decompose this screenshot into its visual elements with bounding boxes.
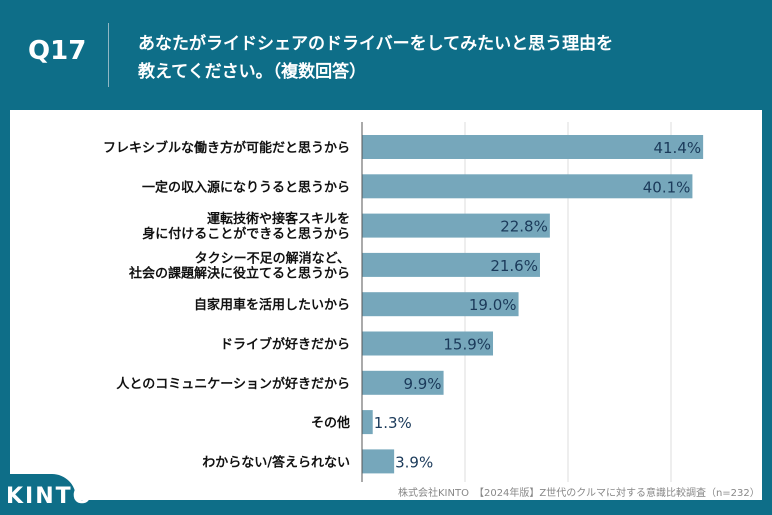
- source-note: 株式会社KINTO 【2024年版】Z世代のクルマに対する意識比較調査（n=23…: [398, 488, 760, 499]
- bar-chart: フレキシブルな働き方が可能だと思うから 41.4% 一定の収入源になりうると思うから…: [103, 122, 704, 482]
- value-label: 19.0%: [469, 296, 517, 314]
- question-number: Q17: [28, 36, 87, 66]
- value-label: 22.8%: [500, 218, 548, 236]
- question-title: あなたがライドシェアのドライバーをしてみたいと思う理由を 教えてください。（複数…: [138, 30, 738, 86]
- divider: [108, 23, 109, 87]
- category-label: ドライブが好きだから: [220, 337, 350, 353]
- category-label: 運転技術や接客スキルを: [207, 211, 350, 227]
- value-label: 21.6%: [490, 257, 538, 275]
- value-label: 40.1%: [643, 178, 691, 196]
- value-label: 41.4%: [653, 139, 701, 157]
- logo-tab: [0, 474, 76, 515]
- category-label: その他: [311, 415, 350, 431]
- category-label: わからない/答えられない: [202, 454, 350, 470]
- kinto-logo: KINTO: [6, 484, 94, 509]
- bar: [362, 135, 704, 159]
- bar: [362, 252, 540, 277]
- bar: [362, 174, 693, 199]
- value-label: 15.9%: [443, 336, 491, 354]
- bar: [362, 292, 519, 317]
- bar: [362, 331, 494, 356]
- value-label: 9.9%: [403, 375, 441, 393]
- category-label: 自家用車を活用したいから: [194, 297, 350, 313]
- title-line-2: 教えてください。（複数回答）: [138, 62, 367, 82]
- category-label: 人とのコミュニケーションが好きだから: [116, 376, 350, 392]
- bar: [362, 449, 395, 474]
- chart-panel: フレキシブルな働き方が可能だと思うから 41.4% 一定の収入源になりうると思うから…: [10, 110, 762, 500]
- category-label: 身に付けることができると思うから: [142, 226, 350, 242]
- value-label: 1.3%: [374, 414, 412, 432]
- category-label: 一定の収入源になりうると思うから: [142, 179, 350, 195]
- category-label: タクシー不足の解消など、: [195, 250, 350, 266]
- bar: [362, 213, 550, 238]
- bar: [362, 370, 444, 395]
- value-label: 3.9%: [395, 453, 433, 471]
- category-label: フレキシブルな働き方が可能だと思うから: [103, 140, 350, 156]
- title-line-1: あなたがライドシェアのドライバーをしてみたいと思う理由を: [138, 34, 614, 54]
- bar: [362, 410, 373, 435]
- category-label: 社会の課題解決に役立てると思うから: [128, 265, 350, 281]
